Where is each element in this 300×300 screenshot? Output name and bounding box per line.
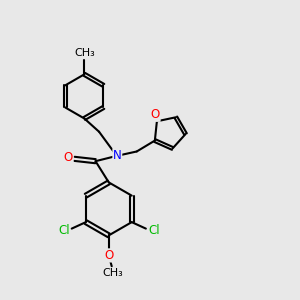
Text: O: O: [64, 151, 73, 164]
Text: CH₃: CH₃: [102, 268, 123, 278]
Text: CH₃: CH₃: [74, 48, 95, 58]
Text: O: O: [104, 249, 113, 262]
Text: Cl: Cl: [148, 224, 160, 237]
Text: N: N: [113, 149, 122, 162]
Text: O: O: [151, 108, 160, 121]
Text: Cl: Cl: [58, 224, 70, 237]
